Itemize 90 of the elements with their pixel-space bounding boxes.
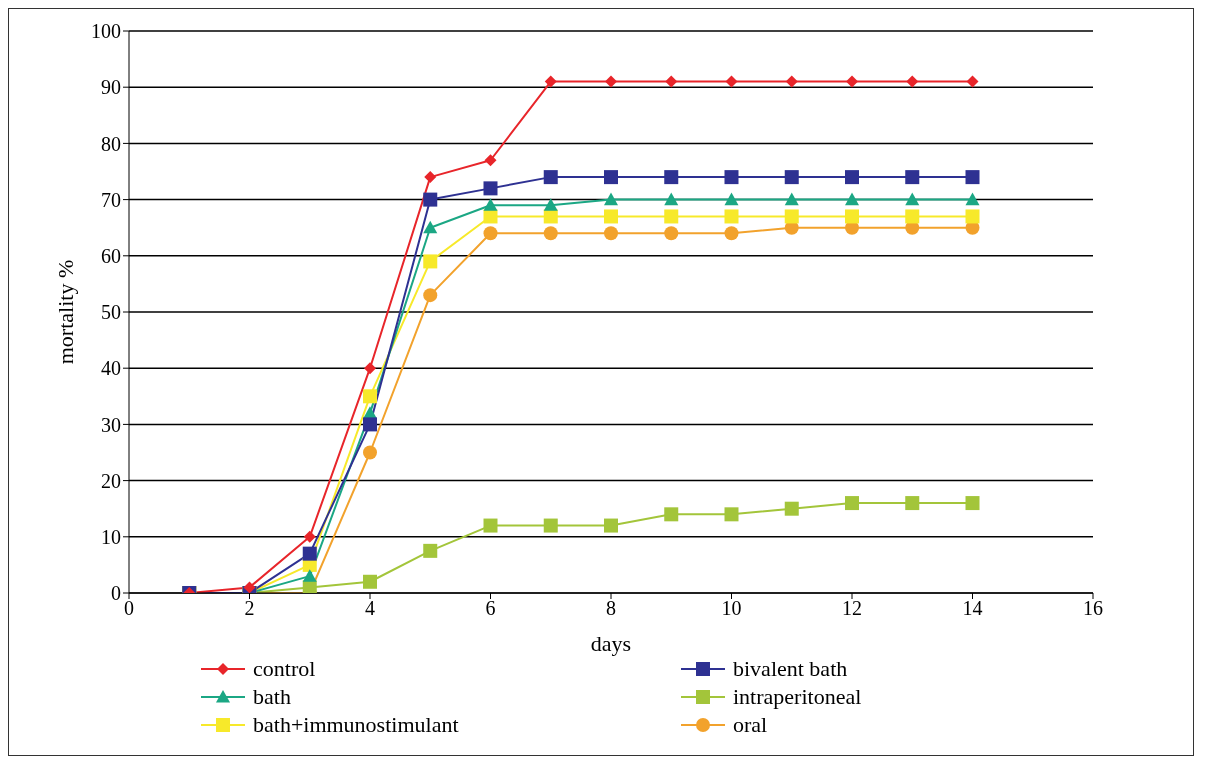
point xyxy=(845,170,859,185)
point xyxy=(784,192,799,206)
x-axis-title: days xyxy=(590,631,632,656)
point xyxy=(845,496,859,511)
point xyxy=(905,209,920,224)
point xyxy=(483,518,498,533)
x-tick-label: 10 xyxy=(721,597,742,620)
point xyxy=(664,209,679,224)
point xyxy=(905,496,920,511)
point xyxy=(605,75,617,88)
legend-label: bath+immunostimulant xyxy=(253,711,459,739)
x-tick-label: 16 xyxy=(1083,597,1103,620)
point xyxy=(243,581,256,593)
point xyxy=(363,389,377,404)
x-tick-label: 6 xyxy=(485,597,496,620)
point xyxy=(724,507,739,522)
y-tick-label: 60 xyxy=(101,244,121,267)
y-tick-label: 10 xyxy=(101,525,121,548)
point xyxy=(363,445,377,460)
point xyxy=(724,226,739,241)
point xyxy=(966,75,979,88)
point xyxy=(724,170,739,185)
point xyxy=(965,209,980,224)
legend-label: bivalent bath xyxy=(733,655,848,683)
point xyxy=(846,75,858,88)
legend-label: bath xyxy=(253,683,291,711)
point xyxy=(423,254,438,269)
x-tick-label: 4 xyxy=(365,597,375,620)
point xyxy=(845,192,859,206)
point xyxy=(543,226,558,241)
y-tick-label: 0 xyxy=(111,582,121,605)
point xyxy=(483,226,498,241)
point xyxy=(604,192,618,206)
point xyxy=(905,192,920,206)
point xyxy=(484,154,497,167)
x-tick-label: 12 xyxy=(842,597,862,620)
point xyxy=(785,75,798,88)
point xyxy=(483,198,498,211)
point xyxy=(604,518,618,533)
y-tick-label: 80 xyxy=(101,132,121,155)
point xyxy=(664,192,679,206)
point xyxy=(845,209,859,224)
legend-label: oral xyxy=(733,711,768,739)
point xyxy=(905,170,920,185)
point xyxy=(543,198,558,211)
point xyxy=(724,192,739,206)
legend-label: control xyxy=(253,655,316,683)
y-tick-label: 30 xyxy=(101,413,121,436)
point xyxy=(543,518,558,533)
point xyxy=(423,543,438,558)
point xyxy=(483,181,498,196)
point xyxy=(543,170,558,185)
point xyxy=(364,362,376,375)
point xyxy=(906,75,919,88)
point xyxy=(664,226,679,241)
point xyxy=(965,170,980,185)
point xyxy=(965,496,980,511)
point xyxy=(423,192,438,207)
point xyxy=(664,507,679,522)
point xyxy=(724,209,739,224)
point xyxy=(664,170,679,185)
point xyxy=(725,75,738,88)
point xyxy=(363,574,377,589)
point xyxy=(665,75,678,88)
point xyxy=(784,501,799,516)
y-tick-label: 100 xyxy=(91,20,121,43)
point xyxy=(303,530,316,543)
point xyxy=(784,209,799,224)
point xyxy=(423,288,438,303)
point xyxy=(965,192,980,206)
point xyxy=(604,226,618,241)
y-tick-label: 40 xyxy=(101,357,121,380)
point xyxy=(604,170,618,185)
y-axis-title: mortality % xyxy=(52,259,78,365)
point xyxy=(302,546,317,561)
point xyxy=(784,170,799,185)
point xyxy=(604,209,618,224)
point xyxy=(424,171,437,184)
point xyxy=(302,569,317,582)
point xyxy=(363,417,377,432)
legend-label: intraperitoneal xyxy=(733,683,862,711)
point xyxy=(423,220,438,234)
y-tick-label: 20 xyxy=(101,469,121,492)
y-tick-label: 70 xyxy=(101,188,121,211)
y-tick-label: 50 xyxy=(101,301,121,324)
x-tick-label: 8 xyxy=(606,597,616,620)
y-tick-label: 90 xyxy=(101,76,121,99)
point xyxy=(544,75,557,88)
x-tick-label: 14 xyxy=(962,597,983,620)
x-tick-label: 2 xyxy=(244,597,255,620)
